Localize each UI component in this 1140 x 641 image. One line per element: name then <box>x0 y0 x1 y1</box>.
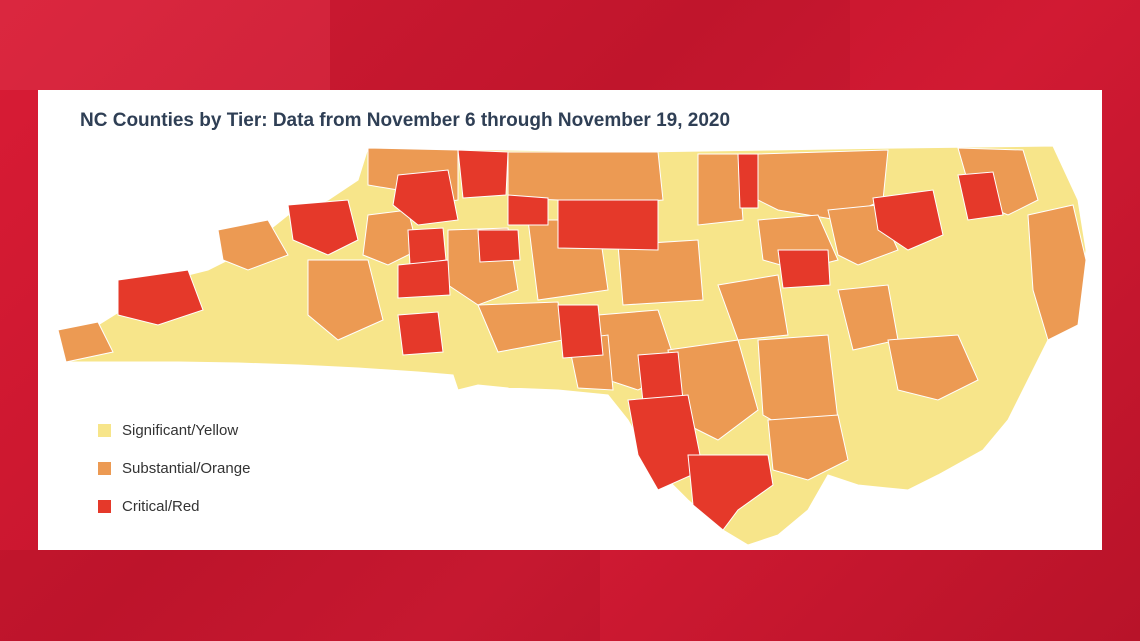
county-orange <box>767 414 849 481</box>
legend-item-yellow: Significant/Yellow <box>98 420 250 440</box>
legend-label: Critical/Red <box>122 497 200 515</box>
background-panel <box>0 550 600 641</box>
county-red <box>957 171 1004 221</box>
background-panel <box>0 0 330 90</box>
legend-label: Substantial/Orange <box>122 459 251 477</box>
county-orange <box>307 259 384 341</box>
county-red <box>777 249 831 289</box>
county-red <box>477 229 521 263</box>
legend-item-red: Critical/Red <box>98 496 250 516</box>
county-orange <box>717 274 789 341</box>
county-red <box>872 189 944 251</box>
map-title: NC Counties by Tier: Data from November … <box>80 110 731 131</box>
county-red <box>457 149 509 199</box>
legend-item-orange: Substantial/Orange <box>98 458 250 478</box>
county-orange <box>697 153 744 226</box>
county-orange <box>887 334 979 401</box>
county-red <box>397 259 451 299</box>
nc-county-map <box>57 145 1087 546</box>
map-panel: NC Counties by Tier: Data from November … <box>38 90 1102 550</box>
legend-swatch <box>98 499 111 513</box>
county-red <box>117 269 204 326</box>
county-red <box>687 454 774 531</box>
county-red <box>287 199 359 256</box>
county-red <box>557 199 659 251</box>
county-red <box>637 351 684 403</box>
county-red <box>397 311 444 356</box>
background-panel <box>330 0 850 90</box>
legend-swatch <box>98 423 111 437</box>
county-red <box>392 169 459 226</box>
county-red <box>507 194 549 226</box>
county-red <box>737 153 759 209</box>
legend-swatch <box>98 461 111 475</box>
county-orange <box>57 321 114 363</box>
legend: Significant/Yellow Substantial/Orange Cr… <box>98 420 250 534</box>
county-red <box>407 227 447 266</box>
county-orange <box>617 239 704 306</box>
county-red <box>557 304 604 359</box>
county-orange <box>217 219 289 271</box>
legend-label: Significant/Yellow <box>122 421 239 439</box>
county-red <box>627 394 704 491</box>
county-orange <box>1027 204 1087 341</box>
